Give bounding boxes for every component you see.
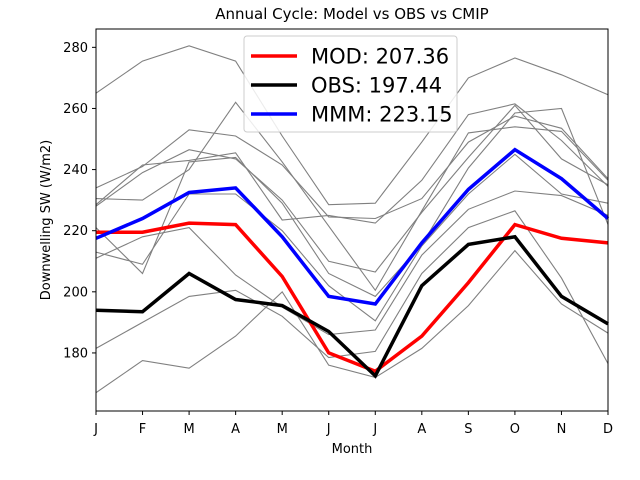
x-tick-label: J bbox=[326, 422, 331, 437]
x-tick-label: N bbox=[557, 422, 567, 437]
cmip-member-line-10 bbox=[95, 249, 609, 394]
y-axis: 180 200 220 240 260 280 bbox=[63, 41, 96, 361]
plot-area bbox=[95, 45, 610, 394]
cmip-member-line-6 bbox=[95, 107, 609, 298]
cmip-member-line-1 bbox=[95, 45, 609, 206]
y-tick-label: 280 bbox=[63, 41, 88, 56]
plot-frame bbox=[95, 28, 609, 412]
y-tick-label: 200 bbox=[63, 285, 88, 300]
cmip-member-line-3 bbox=[95, 103, 609, 224]
cmip-member-line-2 bbox=[95, 115, 609, 220]
cmip-member-line-8 bbox=[95, 190, 609, 336]
x-tick-label: F bbox=[139, 422, 146, 437]
x-tick-label: M bbox=[183, 422, 194, 437]
legend-label: MMM: 223.15 bbox=[311, 103, 453, 127]
y-tick-label: 240 bbox=[63, 163, 88, 178]
legend-label: MOD: 207.36 bbox=[311, 45, 449, 69]
x-tick-label: S bbox=[464, 422, 472, 437]
chart-title: Annual Cycle: Model vs OBS vs CMIP bbox=[215, 5, 488, 23]
x-tick-label: O bbox=[510, 422, 520, 437]
y-tick-label: 180 bbox=[63, 346, 88, 361]
cmip-member-line-7 bbox=[95, 153, 609, 322]
y-tick-label: 260 bbox=[63, 102, 88, 117]
x-tick-label: A bbox=[417, 422, 426, 437]
cmip-member-line-4 bbox=[95, 101, 609, 292]
legend-label: OBS: 197.44 bbox=[311, 74, 442, 98]
series-line-mmm bbox=[95, 147, 610, 306]
x-tick-label: J bbox=[93, 422, 98, 437]
y-tick-label: 220 bbox=[63, 224, 88, 239]
x-tick-label: D bbox=[603, 422, 613, 437]
legend-box bbox=[243, 35, 458, 133]
y-axis-title: Downwelling SW (W/m2) bbox=[39, 140, 54, 300]
x-tick-label: M bbox=[277, 422, 288, 437]
cmip-member-line-5 bbox=[95, 104, 609, 273]
x-tick-label: J bbox=[372, 422, 377, 437]
legend: MOD: 207.36 OBS: 197.44 MMM: 223.15 bbox=[243, 35, 458, 133]
series-line-obs bbox=[95, 234, 609, 379]
x-tick-label: A bbox=[231, 422, 240, 437]
x-axis-title: Month bbox=[332, 442, 373, 457]
series-line-mod bbox=[96, 221, 609, 374]
